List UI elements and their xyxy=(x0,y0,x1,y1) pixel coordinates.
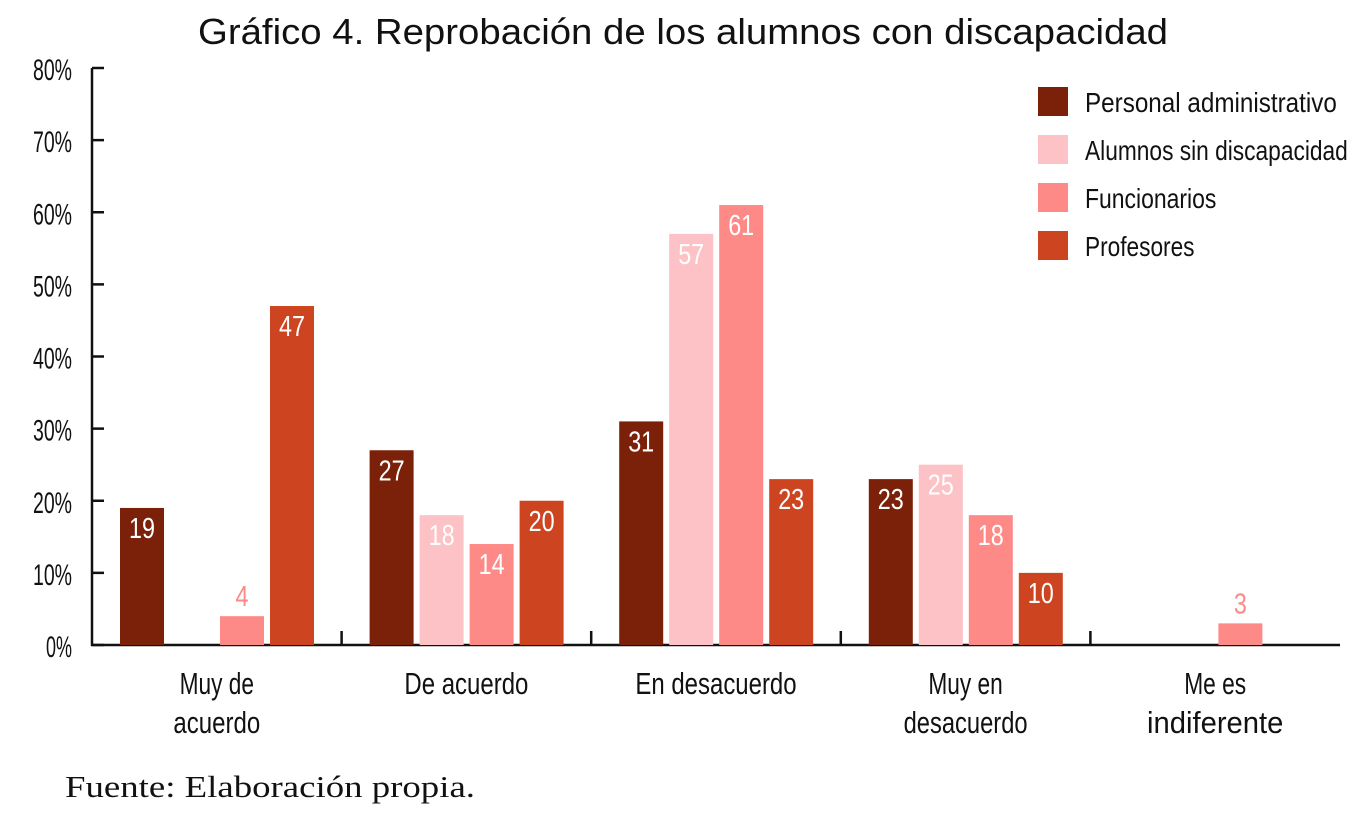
x-category-label: En desacuerdo xyxy=(635,666,796,701)
data-label: 23 xyxy=(778,484,804,516)
bar xyxy=(769,479,814,645)
x-category-label: indiferente xyxy=(1147,705,1283,740)
bar xyxy=(220,616,264,645)
data-label: 10 xyxy=(1028,578,1054,610)
bar xyxy=(619,421,664,645)
data-label: 4 xyxy=(236,581,249,613)
bar xyxy=(419,515,464,645)
y-tick-label: 40% xyxy=(33,343,72,376)
data-label: 14 xyxy=(479,549,505,581)
data-label: 19 xyxy=(129,513,155,545)
data-label: 25 xyxy=(928,470,954,502)
data-label: 57 xyxy=(678,239,704,271)
legend-label: Funcionarios xyxy=(1085,183,1216,214)
x-category-label: Muy en xyxy=(928,666,1002,701)
source-note: Fuente: Elaboración propia. xyxy=(65,769,475,804)
data-label: 27 xyxy=(379,455,405,487)
legend-swatch xyxy=(1038,231,1068,260)
legend-label: Alumnos sin discapacidad xyxy=(1085,135,1348,166)
bar xyxy=(719,205,764,645)
bar xyxy=(519,500,564,645)
bar xyxy=(868,479,913,645)
y-tick-label: 80% xyxy=(33,54,72,87)
legend-swatch xyxy=(1038,87,1068,116)
legend-swatch xyxy=(1038,183,1068,212)
y-tick-label: 50% xyxy=(33,270,72,303)
bar xyxy=(918,464,963,645)
y-tick-label: 60% xyxy=(33,198,72,231)
y-tick-label: 70% xyxy=(33,126,72,159)
bar xyxy=(669,233,714,645)
axes: 0% 10% 20% 30% 40% 50% 60% 70% 80% Muy de acuerdo D… xyxy=(33,54,1340,740)
bar xyxy=(120,507,164,645)
data-label: 3 xyxy=(1234,588,1247,620)
x-category-label: acuerdo xyxy=(173,705,260,740)
legend: Personal administrativo Alumnos sin disca… xyxy=(1038,87,1348,262)
data-label: 61 xyxy=(728,210,754,242)
bars: 19 27 31 23 18 57 25 4 14 61 18 3 47 20 23 10 xyxy=(120,205,1263,645)
y-tick-label: 0% xyxy=(46,631,72,664)
bar xyxy=(369,450,414,645)
data-label: 23 xyxy=(878,484,904,516)
bar xyxy=(968,515,1013,645)
data-label: 47 xyxy=(279,311,305,343)
bar xyxy=(469,544,514,645)
data-label: 18 xyxy=(429,520,455,552)
x-category-label: Me es xyxy=(1184,666,1246,701)
legend-label: Profesores xyxy=(1085,231,1195,262)
data-label: 31 xyxy=(628,426,654,458)
y-tick-label: 30% xyxy=(33,415,72,448)
data-label: 18 xyxy=(978,520,1004,552)
x-category-label: desacuerdo xyxy=(904,705,1028,740)
y-tick-label: 20% xyxy=(33,487,72,520)
x-category-label: De acuerdo xyxy=(404,666,528,701)
bar xyxy=(1018,572,1063,645)
chart-title: Gráfico 4. Reprobación de los alumnos co… xyxy=(198,11,1168,52)
x-category-label: Muy de xyxy=(180,666,254,701)
y-tick-label: 10% xyxy=(33,559,72,592)
bar xyxy=(1218,623,1263,645)
data-label: 20 xyxy=(529,506,555,538)
legend-swatch xyxy=(1038,135,1068,164)
bar xyxy=(270,306,314,645)
legend-label: Personal administrativo xyxy=(1085,87,1337,118)
